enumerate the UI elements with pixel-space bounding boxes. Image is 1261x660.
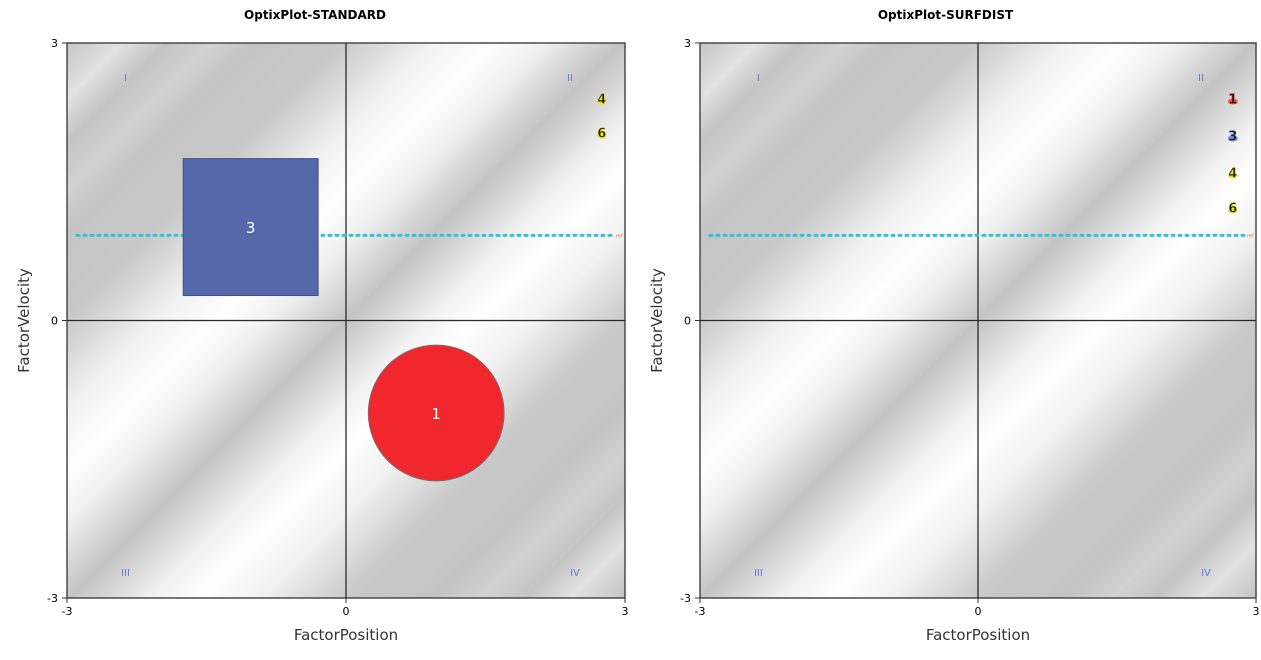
marker-label-1: 1: [1228, 93, 1237, 108]
marker-label-4: 4: [597, 93, 606, 108]
marker-label-3: 3: [1228, 130, 1237, 145]
quadrant-label: I: [124, 73, 127, 84]
shape-label: 1: [431, 405, 441, 423]
quadrant-label: IV: [570, 568, 580, 579]
y-axis-label: FactorVelocity: [648, 268, 666, 373]
y-tick-label: -3: [680, 592, 691, 605]
x-tick-label: 3: [622, 605, 629, 618]
reference-line-end-label: ref: [1247, 233, 1254, 239]
y-tick-label: 0: [51, 315, 58, 328]
shape-label: 3: [246, 219, 256, 237]
marker-label-6: 6: [1228, 202, 1237, 217]
quadrant-label: I: [757, 73, 760, 84]
x-tick-label: 0: [343, 605, 350, 618]
marker-glyph: [1227, 98, 1238, 105]
marker-glyph: [596, 132, 607, 139]
chart-surfdist: OptixPlot-SURFDIST I II III IV ref 1 3 4 6 -3 0 3 -3…: [630, 0, 1261, 660]
x-tick-label: -3: [695, 605, 706, 618]
x-tick-label: -3: [62, 605, 73, 618]
y-tick-label: 0: [684, 315, 691, 328]
quadrant-label: III: [121, 568, 130, 579]
y-tick-label: 3: [684, 37, 691, 50]
y-tick-label: -3: [47, 592, 58, 605]
reference-line-end-label: ref: [616, 233, 623, 239]
marker-glyph: [1227, 172, 1238, 179]
chart-standard: OptixPlot-STANDARD I II III IV ref 3 1 4 6 -3 0 3 -3…: [0, 0, 630, 660]
marker-glyph: [1227, 207, 1238, 214]
x-axis-label: FactorPosition: [926, 626, 1030, 644]
square-shape-3: [182, 158, 319, 297]
marker-glyph: [1227, 135, 1238, 142]
x-tick-label: 3: [1253, 605, 1260, 618]
quadrant-label: II: [567, 73, 573, 84]
chart-title: OptixPlot-STANDARD: [244, 8, 386, 22]
marker-glyph: [596, 98, 607, 105]
quadrant-label: IV: [1201, 568, 1211, 579]
chart-title: OptixPlot-SURFDIST: [877, 8, 1014, 22]
marker-label-6: 6: [597, 127, 606, 142]
circle-shape-1: [367, 344, 505, 482]
marker-label-4: 4: [1228, 167, 1237, 182]
x-tick-label: 0: [975, 605, 982, 618]
quadrant-label: II: [1198, 73, 1204, 84]
quadrant-label: III: [754, 568, 763, 579]
x-axis-label: FactorPosition: [294, 626, 398, 644]
y-axis-label: FactorVelocity: [15, 268, 33, 373]
y-tick-label: 3: [51, 37, 58, 50]
